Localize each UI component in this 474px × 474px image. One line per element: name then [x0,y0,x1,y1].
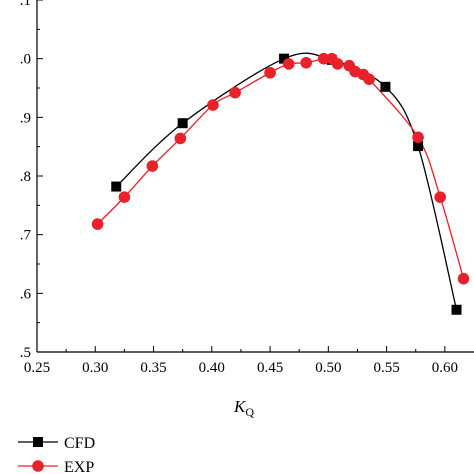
exp-legend-label: EXP [64,459,94,474]
exp-point [434,191,447,203]
exp-point [331,58,344,70]
exp-point [118,191,131,203]
x-tick-label: 0.30 [82,360,108,376]
y-tick-label: .7 [20,228,32,244]
exp-point [317,52,330,65]
cfd-point [380,81,391,92]
cfd-point [279,53,290,64]
y-tick-label: .1 [20,0,31,9]
x-tick-label: 0.55 [373,360,399,376]
x-tick-label: 0.60 [432,360,458,376]
exp-legend-marker [32,460,44,472]
y-tick-label: .5 [20,345,31,361]
exp-point [282,58,295,70]
cfd-legend-label: CFD [64,435,95,452]
exp-point [300,56,312,69]
exp-point [412,131,424,144]
y-tick-label: .9 [20,110,31,126]
cfd-point [451,304,462,315]
x-tick-label: 0.45 [257,360,283,376]
y-tick-label: .6 [20,286,32,302]
exp-point [264,66,276,79]
x-tick-label: 0.25 [24,360,50,376]
x-tick-label: 0.50 [315,360,341,376]
x-tick-label: 0.40 [199,360,225,376]
exp-point [363,73,375,85]
exp-point [146,160,159,172]
cfd-point [413,141,424,152]
legend: CFD EXP [18,435,95,474]
cfd-point [177,118,188,129]
x-tick-label: 0.35 [140,360,166,376]
exp-point [174,132,187,145]
cfd-legend-marker [33,437,43,447]
cfd-point [111,181,122,192]
exp-point [229,86,241,99]
exp-point [91,218,104,230]
y-tick-label: .8 [20,169,31,185]
y-tick-label: .0 [20,52,31,68]
exp-point [207,99,219,111]
exp-point [457,272,470,285]
cfd-series-line [115,52,458,310]
x-axis-label: KQ [233,397,254,419]
